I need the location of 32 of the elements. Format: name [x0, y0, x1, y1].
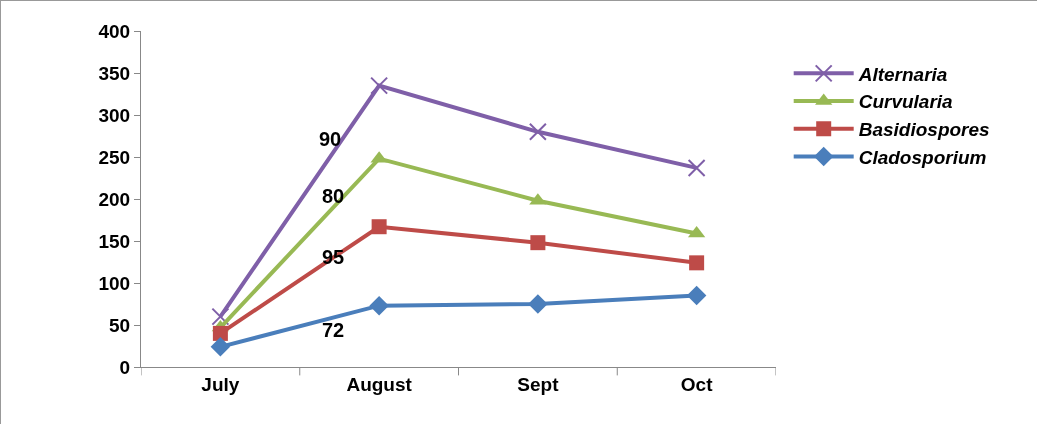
legend-label: Alternaria: [857, 63, 948, 85]
point: [370, 76, 389, 95]
y-tick-label: 150: [98, 230, 131, 252]
y-tick-label: 0: [119, 356, 131, 378]
y-tick-label: 300: [98, 104, 131, 126]
x-tick-label: July: [201, 373, 240, 395]
point: [686, 285, 707, 306]
point: [369, 295, 389, 316]
point: [687, 158, 706, 177]
point: [212, 325, 228, 341]
point: [528, 294, 548, 314]
annotation: 80: [322, 185, 345, 207]
legend-label: Basidiospores: [858, 119, 990, 141]
point: [210, 337, 231, 357]
y-tick-label: 250: [98, 146, 131, 168]
legend-label: Cladosporium: [858, 146, 987, 168]
point: [528, 122, 547, 141]
point: [530, 235, 546, 251]
y-tick-label: 350: [98, 62, 131, 84]
point: [689, 255, 705, 271]
x-tick-label: Oct: [680, 373, 714, 395]
annotation: 72: [322, 319, 345, 341]
point: [211, 307, 230, 326]
y-tick-label: 200: [98, 188, 131, 210]
y-tick-label: 100: [98, 272, 131, 294]
y-tick-label: 400: [98, 20, 131, 42]
y-tick-label: 50: [109, 314, 131, 336]
x-tick-label: Sept: [517, 373, 560, 395]
annotation: 90: [319, 128, 342, 150]
legend-label: Curvularia: [858, 91, 954, 113]
point: [371, 219, 387, 235]
x-tick-label: August: [346, 373, 413, 395]
